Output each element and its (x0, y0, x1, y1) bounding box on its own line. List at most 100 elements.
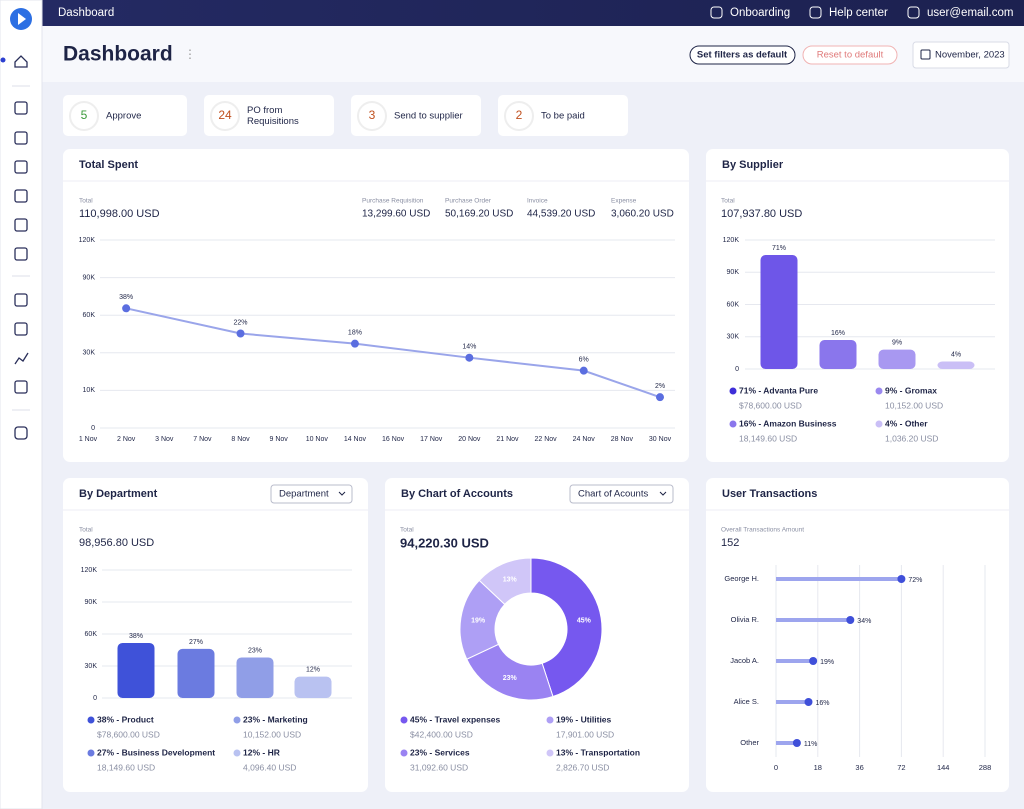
stat-card[interactable] (204, 95, 334, 136)
topbar-icon[interactable] (710, 6, 723, 19)
stat-badge (357, 101, 387, 131)
stat-count: 2 (516, 108, 523, 122)
nav-home[interactable] (14, 55, 28, 68)
bar-label: 72% (908, 577, 922, 584)
bar (878, 349, 916, 369)
dropdown[interactable] (569, 484, 674, 504)
bar-label: 4% (951, 351, 961, 358)
bar (117, 642, 155, 698)
legend-label: 16% - Amazon Business (739, 418, 837, 428)
date-picker[interactable] (912, 41, 1010, 69)
slice-label: 13% (503, 577, 518, 584)
x-tick-label: 30 Nov (649, 436, 672, 443)
x-tick-label: 14 Nov (344, 436, 367, 443)
stat-card[interactable] (351, 95, 481, 136)
legend-amount: $78,600.00 USD (97, 729, 160, 739)
button-label[interactable]: Reset to default (817, 50, 884, 61)
point (465, 353, 474, 362)
x-tick-label: 0 (774, 763, 778, 772)
card (706, 478, 1009, 792)
legend-swatch (400, 749, 408, 757)
topbar-link[interactable]: user@email.com (927, 7, 1013, 19)
point-label: 2% (655, 383, 665, 390)
stat-label: Send to supplier (394, 111, 463, 122)
y-tick-label: 10K (83, 387, 96, 394)
legend-label: 45% - Travel expenses (410, 714, 501, 724)
y-tick-label: Jacob A. (730, 656, 759, 665)
legend-amount: 1,036.20 USD (885, 433, 938, 443)
y-tick-label: 90K (727, 269, 740, 276)
bar (236, 657, 274, 698)
nav-icon[interactable] (14, 101, 28, 115)
legend-swatch (729, 387, 737, 395)
bar (294, 676, 332, 698)
point (656, 393, 664, 402)
legend-swatch (87, 749, 95, 757)
bar-label: 23% (248, 647, 262, 654)
legend-label: 4% - Other (885, 418, 928, 428)
x-tick-label: 288 (979, 763, 992, 772)
stat-label: Requisitions (247, 116, 299, 127)
card (63, 149, 689, 462)
card-title: Total Spent (79, 159, 138, 171)
dropdown-caret (338, 491, 346, 496)
x-tick-label: 18 (814, 763, 822, 772)
point (792, 739, 801, 747)
y-tick-label: Alice S. (734, 697, 759, 706)
nav-icon[interactable] (14, 189, 28, 203)
point-label: 18% (348, 329, 362, 336)
nav-icon[interactable] (14, 247, 28, 261)
y-tick-label: 90K (85, 599, 98, 606)
nav-icon[interactable] (14, 426, 28, 440)
y-tick-label: 30K (83, 350, 96, 357)
dropdown[interactable] (270, 484, 353, 504)
stat-count: 5 (81, 108, 88, 122)
topbar (42, 0, 1024, 26)
point-label: 6% (579, 357, 589, 364)
legend-amount: $78,600.00 USD (739, 400, 802, 410)
legend-swatch (546, 716, 554, 724)
card-title: By Chart of Accounts (401, 488, 513, 500)
bar-label: 9% (892, 339, 902, 346)
x-tick-label: 144 (937, 763, 950, 772)
button[interactable] (689, 45, 796, 65)
nav-icon[interactable] (14, 293, 28, 307)
nav-icon[interactable] (14, 160, 28, 174)
point (897, 575, 906, 583)
legend-swatch (875, 420, 883, 428)
legend-swatch (87, 716, 95, 724)
dropdown-label[interactable]: Department (279, 489, 329, 500)
bar (760, 255, 798, 369)
topbar-icon[interactable] (809, 6, 822, 19)
nav-icon[interactable] (14, 380, 28, 394)
bar (937, 361, 975, 369)
topbar-link[interactable]: Onboarding (730, 7, 790, 19)
total-label: Total (721, 198, 735, 205)
stat-badge (69, 101, 99, 131)
stat-card[interactable] (498, 95, 628, 136)
logo-mark (18, 13, 26, 25)
card (63, 478, 368, 792)
slice-label: 19% (471, 617, 486, 624)
point (122, 304, 131, 313)
nav-icon[interactable] (14, 352, 29, 365)
nav-icon[interactable] (14, 131, 28, 145)
button-label[interactable]: Set filters as default (697, 50, 788, 61)
nav-icon[interactable] (14, 322, 28, 336)
legend-amount: 2,826.70 USD (556, 762, 609, 772)
legend-swatch (875, 387, 883, 395)
dropdown-label[interactable]: Chart of Acounts (578, 489, 648, 500)
button[interactable] (802, 45, 898, 65)
y-tick-label: 60K (85, 631, 98, 638)
breakdown-amount: 50,169.20 USD (445, 209, 513, 220)
sidebar (0, 0, 43, 809)
bar-label: 16% (816, 700, 830, 707)
stat-label: PO from (247, 105, 282, 116)
topbar-link[interactable]: Help center (829, 7, 888, 19)
x-tick-label: 3 Nov (155, 436, 174, 443)
nav-icon[interactable] (14, 218, 28, 232)
y-tick-label: 30K (727, 334, 740, 341)
pie-slice (530, 557, 603, 698)
topbar-icon[interactable] (907, 6, 920, 19)
